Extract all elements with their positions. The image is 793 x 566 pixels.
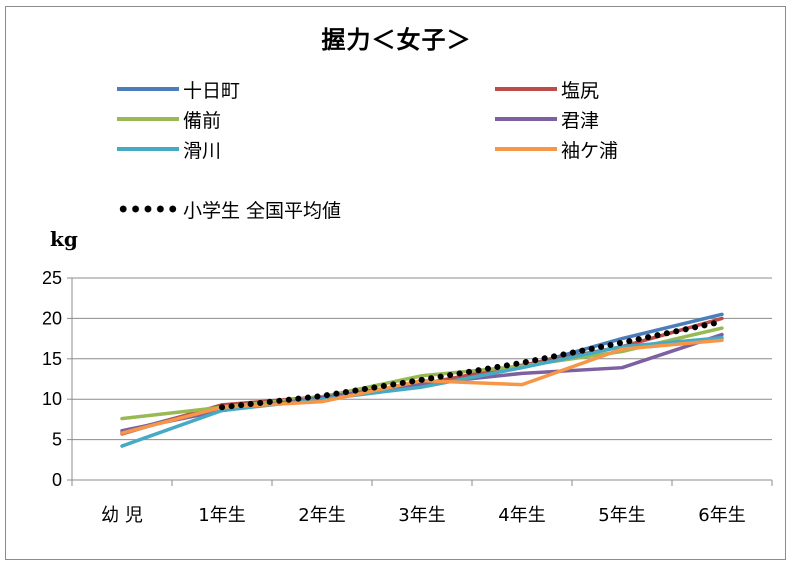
y-tick-labels: 0 5 10 15 20 25 <box>42 268 62 490</box>
legend-label: 塩尻 <box>561 79 600 102</box>
legend-item: 君津 <box>495 106 599 132</box>
legend-item: 小学生 全国平均値 <box>117 196 341 222</box>
legend-swatch <box>495 87 557 91</box>
y-tick-label: 25 <box>42 268 62 288</box>
legend-label: 小学生 全国平均値 <box>183 199 342 222</box>
x-tick-label: 6年生 <box>698 505 745 526</box>
y-tick-label: 15 <box>42 349 62 369</box>
legend-label: 滑川 <box>183 139 222 162</box>
x-tick-label: 4年生 <box>498 505 545 526</box>
y-tick-label: 20 <box>42 308 62 328</box>
legend-swatch <box>117 87 179 91</box>
chart-frame <box>5 6 786 560</box>
x-tick-label: 3年生 <box>398 505 445 526</box>
legend-item: 十日町 <box>117 76 240 102</box>
chart-title: 握力＜女子＞ <box>321 26 472 54</box>
legend-item: 滑川 <box>117 136 221 162</box>
x-tick-label: 5年生 <box>598 505 645 526</box>
series-line-4 <box>120 336 724 448</box>
series-line-6 <box>219 318 725 411</box>
y-tick-label: 0 <box>52 470 62 490</box>
legend-swatch <box>117 147 179 151</box>
x-tick-label: 幼 児 <box>101 505 143 526</box>
legend-item: 塩尻 <box>495 76 599 102</box>
series-lines <box>120 312 725 448</box>
legend-label: 袖ケ浦 <box>561 139 619 162</box>
x-tick-labels: 幼 児 1年生 2年生 3年生 4年生 5年生 6年生 <box>101 505 746 526</box>
axes <box>67 277 773 486</box>
legend-item: 袖ケ浦 <box>495 136 618 162</box>
y-tick-label: 5 <box>52 430 62 450</box>
legend-label: 備前 <box>183 109 222 132</box>
legend-item: 備前 <box>117 106 221 132</box>
legend-label: 十日町 <box>183 79 241 102</box>
legend-swatch <box>117 117 179 121</box>
y-axis-unit-label: kg <box>50 227 78 251</box>
gridlines <box>72 277 772 441</box>
y-tick-label: 10 <box>42 389 62 409</box>
legend-swatch <box>495 147 557 151</box>
x-tick-label: 1年生 <box>198 505 245 526</box>
legend-swatch <box>117 205 179 213</box>
legend-label: 君津 <box>561 109 600 132</box>
legend-swatch <box>495 117 557 121</box>
x-tick-label: 2年生 <box>298 505 345 526</box>
